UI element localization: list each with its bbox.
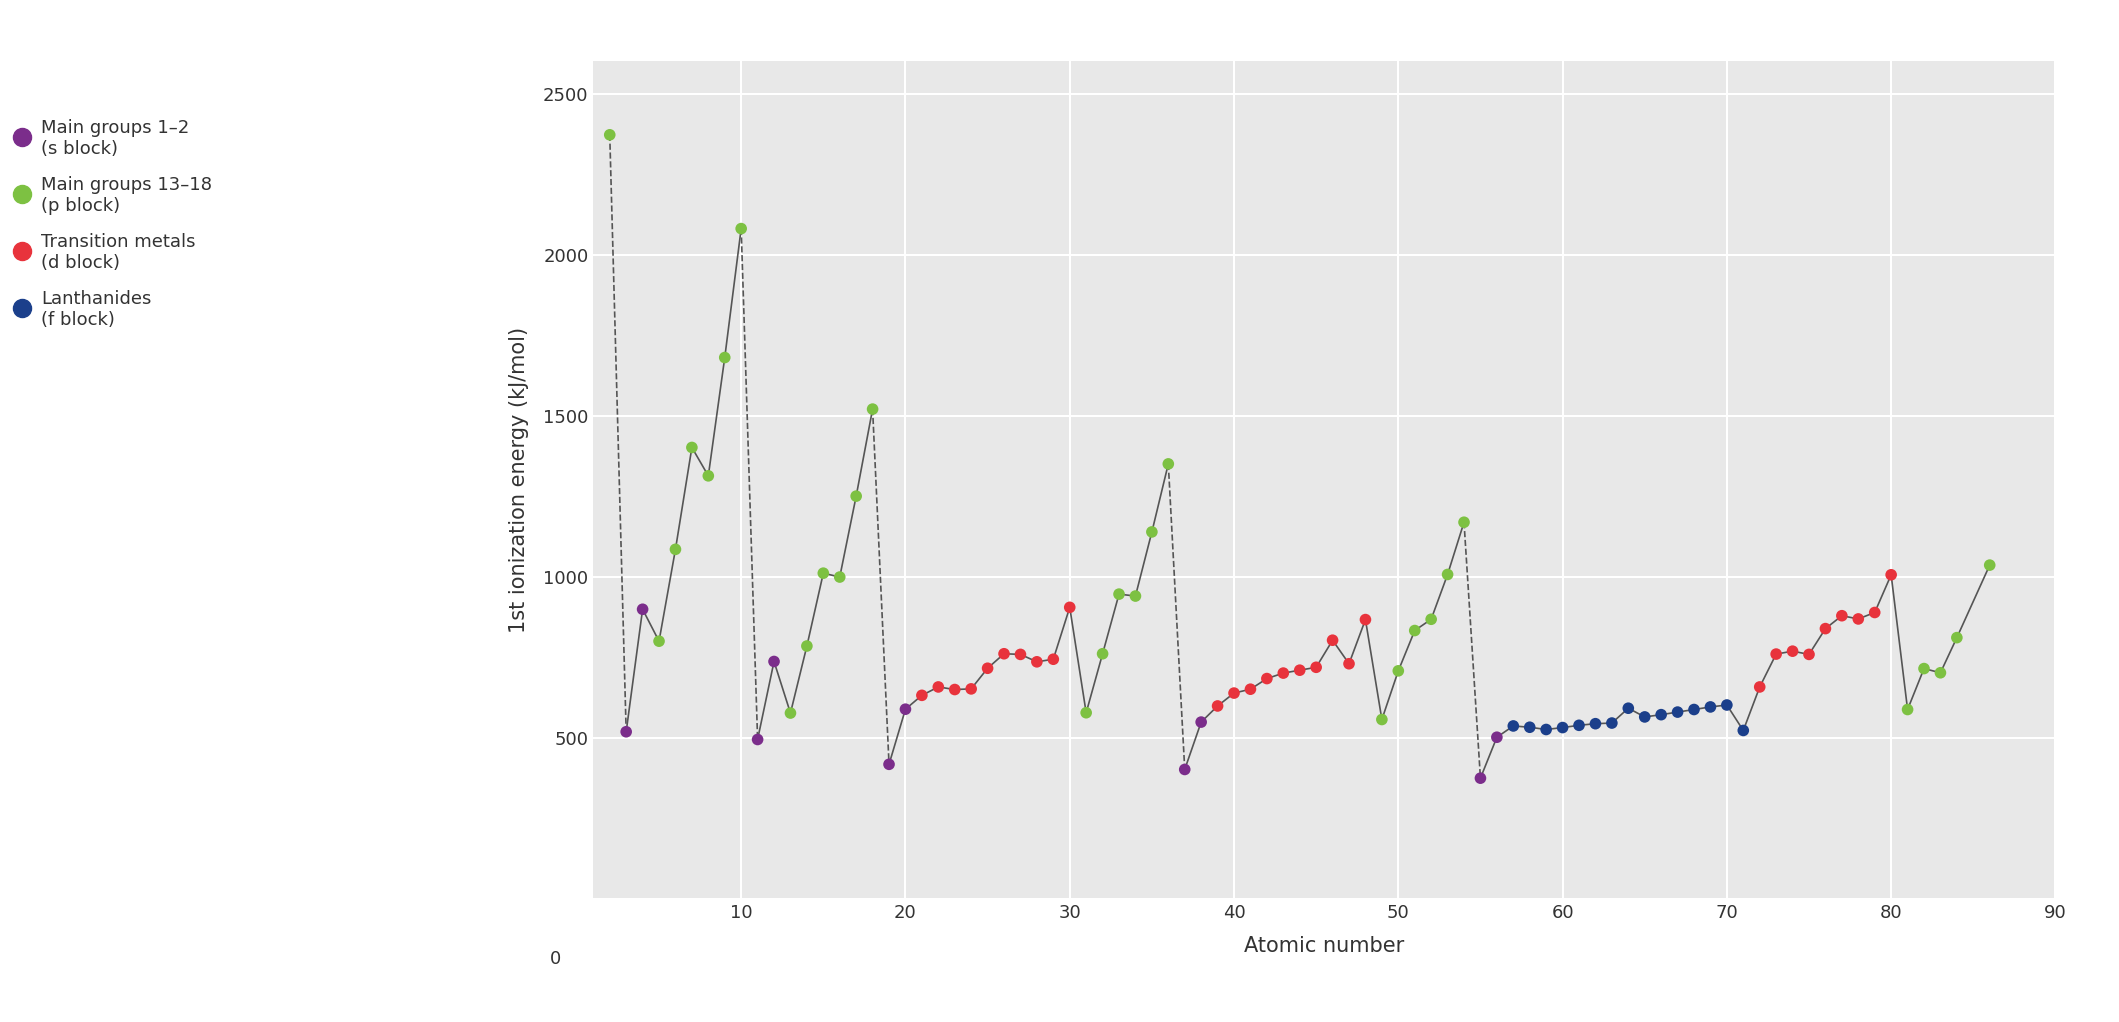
- Point: [708, 350, 742, 366]
- Point: [1562, 717, 1596, 734]
- Point: [1530, 722, 1564, 738]
- Point: [1333, 655, 1367, 671]
- Point: [790, 638, 824, 654]
- Point: [1233, 681, 1267, 697]
- Point: [1710, 697, 1744, 713]
- Point: [1036, 651, 1070, 667]
- Point: [1365, 711, 1399, 728]
- Point: [954, 681, 987, 697]
- Point: [1151, 456, 1185, 472]
- Point: [1496, 717, 1530, 734]
- Point: [773, 705, 807, 722]
- Point: [1479, 729, 1513, 745]
- Point: [987, 646, 1021, 662]
- Point: [1793, 646, 1827, 662]
- Text: 0: 0: [551, 949, 562, 968]
- Point: [1661, 704, 1695, 721]
- Point: [1924, 664, 1958, 681]
- Point: [839, 487, 873, 504]
- Point: [1004, 646, 1038, 662]
- Point: [1250, 670, 1284, 687]
- Point: [888, 701, 922, 717]
- Point: [691, 468, 725, 484]
- Y-axis label: 1st ionization energy (kJ/mol): 1st ionization energy (kJ/mol): [509, 327, 530, 634]
- Point: [1858, 604, 1892, 620]
- Point: [1841, 611, 1875, 628]
- Point: [625, 601, 659, 617]
- Point: [1890, 701, 1924, 717]
- Point: [971, 660, 1004, 677]
- Point: [1873, 566, 1907, 583]
- Point: [1399, 622, 1432, 639]
- Point: [1627, 708, 1661, 725]
- Point: [1808, 620, 1841, 637]
- Point: [1185, 714, 1218, 731]
- Point: [1464, 770, 1498, 786]
- Point: [1168, 761, 1201, 778]
- Point: [659, 541, 693, 557]
- Point: [1676, 701, 1710, 717]
- Point: [822, 569, 856, 586]
- Point: [610, 724, 644, 740]
- Point: [1824, 607, 1858, 623]
- Point: [1070, 704, 1104, 721]
- Point: [725, 221, 759, 237]
- Point: [1513, 719, 1547, 736]
- Point: [1579, 715, 1613, 732]
- Point: [1216, 685, 1250, 701]
- Point: [1413, 611, 1447, 628]
- Point: [1382, 662, 1415, 679]
- Point: [1102, 586, 1136, 602]
- Legend: Main groups 1–2
(s block), Main groups 13–18
(p block), Transition metals
(d blo: Main groups 1–2 (s block), Main groups 1…: [11, 112, 218, 336]
- Point: [1545, 719, 1579, 736]
- Point: [593, 127, 627, 143]
- Point: [1644, 706, 1678, 723]
- Point: [1085, 646, 1119, 662]
- Point: [1119, 588, 1153, 604]
- Point: [1693, 699, 1727, 715]
- Point: [742, 732, 776, 748]
- X-axis label: Atomic number: Atomic number: [1244, 936, 1405, 957]
- Point: [922, 679, 956, 695]
- Point: [1447, 514, 1481, 530]
- Point: [1299, 659, 1333, 676]
- Point: [1610, 700, 1644, 716]
- Point: [1316, 632, 1350, 648]
- Point: [807, 565, 841, 582]
- Point: [1939, 630, 1973, 646]
- Point: [1742, 679, 1776, 695]
- Point: [1430, 566, 1464, 583]
- Point: [1973, 557, 2007, 573]
- Point: [1282, 662, 1316, 679]
- Point: [1053, 599, 1087, 615]
- Point: [1759, 646, 1793, 662]
- Point: [856, 401, 890, 417]
- Point: [1019, 654, 1053, 670]
- Point: [905, 687, 939, 703]
- Point: [1136, 523, 1170, 540]
- Point: [1596, 714, 1630, 731]
- Point: [939, 682, 973, 698]
- Point: [873, 756, 907, 773]
- Point: [676, 439, 710, 456]
- Point: [1348, 611, 1382, 628]
- Point: [756, 653, 790, 669]
- Point: [642, 633, 676, 649]
- Point: [1776, 643, 1810, 659]
- Point: [1201, 698, 1235, 714]
- Point: [1727, 723, 1761, 739]
- Point: [1267, 665, 1301, 682]
- Point: [1907, 660, 1941, 677]
